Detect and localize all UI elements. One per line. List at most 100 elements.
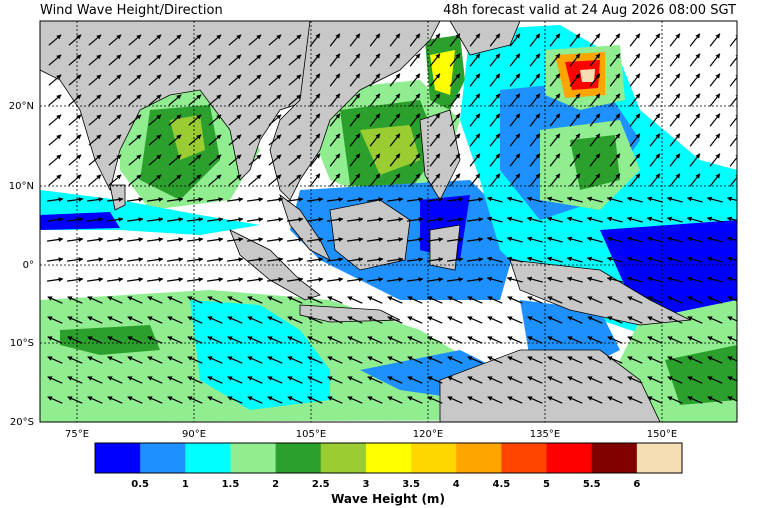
wave-direction-arrow <box>187 277 204 282</box>
wave-direction-arrow <box>207 376 223 384</box>
wave-direction-arrow <box>47 316 63 324</box>
wave-direction-arrow <box>649 173 661 187</box>
wave-direction-arrow <box>127 197 144 202</box>
wave-direction-arrow <box>646 236 663 243</box>
wave-direction-arrow <box>67 237 84 242</box>
wave-direction-arrow <box>649 113 661 127</box>
wave-direction-arrow <box>108 54 122 66</box>
wave-direction-arrow <box>409 93 421 107</box>
wave-direction-arrow <box>546 236 563 243</box>
wave-direction-arrow <box>609 33 621 47</box>
wave-direction-arrow <box>387 396 403 404</box>
wave-direction-arrow <box>527 316 543 324</box>
wave-direction-arrow <box>629 173 641 187</box>
wave-direction-arrow <box>609 153 621 167</box>
wave-direction-arrow <box>87 296 103 304</box>
colorbar-swatch <box>365 443 412 473</box>
wave-direction-arrow <box>506 236 523 243</box>
wave-direction-arrow <box>107 296 123 304</box>
wave-direction-arrow <box>627 336 643 344</box>
wave-direction-arrow <box>706 236 723 243</box>
wave-direction-arrow <box>108 94 122 106</box>
colorbar-swatch <box>501 443 548 473</box>
wave-direction-arrow <box>87 316 103 324</box>
wave-direction-arrow <box>407 277 424 282</box>
wave-direction-arrow <box>709 113 721 127</box>
lat-label: 10°N <box>9 181 34 192</box>
colorbar-tick-label: 3.5 <box>402 479 420 490</box>
wave-direction-arrow <box>607 316 623 324</box>
colorbar-swatch <box>140 443 186 473</box>
wave-direction-arrow <box>248 154 262 166</box>
wave-direction-arrow <box>487 356 503 364</box>
wave-direction-arrow <box>369 73 381 87</box>
wave-direction-arrow <box>148 114 162 126</box>
wave-direction-arrow <box>267 376 283 384</box>
wave-direction-arrow <box>248 34 262 46</box>
wave-direction-arrow <box>706 276 723 283</box>
wave-direction-arrow <box>587 396 603 404</box>
wave-direction-arrow <box>649 133 661 147</box>
wave-direction-arrow <box>167 376 183 384</box>
wave-direction-arrow <box>68 154 82 166</box>
wave-direction-arrow <box>389 173 401 187</box>
wave-direction-arrow <box>288 114 302 126</box>
wave-direction-arrow <box>586 216 603 223</box>
wave-direction-arrow <box>589 173 601 187</box>
wave-direction-arrow <box>327 197 344 202</box>
wave-direction-arrow <box>607 336 623 344</box>
wave-direction-arrow <box>307 316 323 324</box>
wave-direction-arrow <box>727 316 737 322</box>
wave-direction-arrow <box>347 396 363 404</box>
map-frame <box>39 20 738 423</box>
wave-direction-arrow <box>486 216 503 223</box>
wave-direction-arrow <box>208 154 222 166</box>
colorbar-swatch <box>275 443 322 473</box>
wave-direction-arrow <box>387 336 403 344</box>
wave-direction-arrow <box>447 237 464 242</box>
wave-direction-arrow <box>349 93 361 107</box>
wave-direction-arrow <box>387 376 403 384</box>
wave-direction-arrow <box>247 396 263 404</box>
colorbar-tick-label: 3 <box>362 479 369 490</box>
wave-direction-arrow <box>187 316 203 324</box>
wave-direction-arrow <box>649 153 661 167</box>
wave-direction-arrow <box>629 33 641 47</box>
wave-direction-arrow <box>128 174 142 186</box>
wave-direction-arrow <box>327 376 343 384</box>
wave-direction-arrow <box>469 53 481 67</box>
colorbar-swatch <box>230 443 277 473</box>
colorbar-tick-label: 1 <box>182 479 189 490</box>
wave-direction-arrow <box>407 316 423 324</box>
wave-direction-arrow <box>387 217 404 222</box>
wave-direction-arrow <box>147 197 164 202</box>
colorbar-tick-label: 6 <box>633 479 640 490</box>
wave-direction-arrow <box>227 197 244 202</box>
wave-direction-arrow <box>127 356 143 364</box>
wave-direction-arrow <box>187 376 203 384</box>
wave-direction-arrow <box>327 217 344 222</box>
wave-direction-arrow <box>47 197 64 202</box>
lon-label: 90°E <box>182 429 206 440</box>
wave-direction-arrow <box>729 73 737 87</box>
wave-direction-arrow <box>547 356 563 364</box>
wave-direction-arrow <box>307 277 324 282</box>
wave-direction-arrow <box>387 257 404 262</box>
wave-direction-arrow <box>589 133 601 147</box>
wave-direction-arrow <box>469 113 481 127</box>
wave-direction-arrow <box>188 114 202 126</box>
wave-direction-arrow <box>208 94 222 106</box>
wave-direction-arrow <box>207 197 224 202</box>
wave-direction-arrow <box>566 196 583 203</box>
wave-direction-arrow <box>207 296 223 304</box>
wave-direction-arrow <box>407 356 423 364</box>
wave-direction-arrow <box>666 236 683 243</box>
wave-direction-arrow <box>367 217 384 222</box>
wave-direction-arrow <box>207 336 223 344</box>
wave-direction-arrow <box>507 376 523 384</box>
wave-direction-arrow <box>267 257 284 262</box>
wave-direction-arrow <box>587 336 603 344</box>
wave-direction-arrow <box>409 113 421 127</box>
wave-direction-arrow <box>48 54 62 66</box>
